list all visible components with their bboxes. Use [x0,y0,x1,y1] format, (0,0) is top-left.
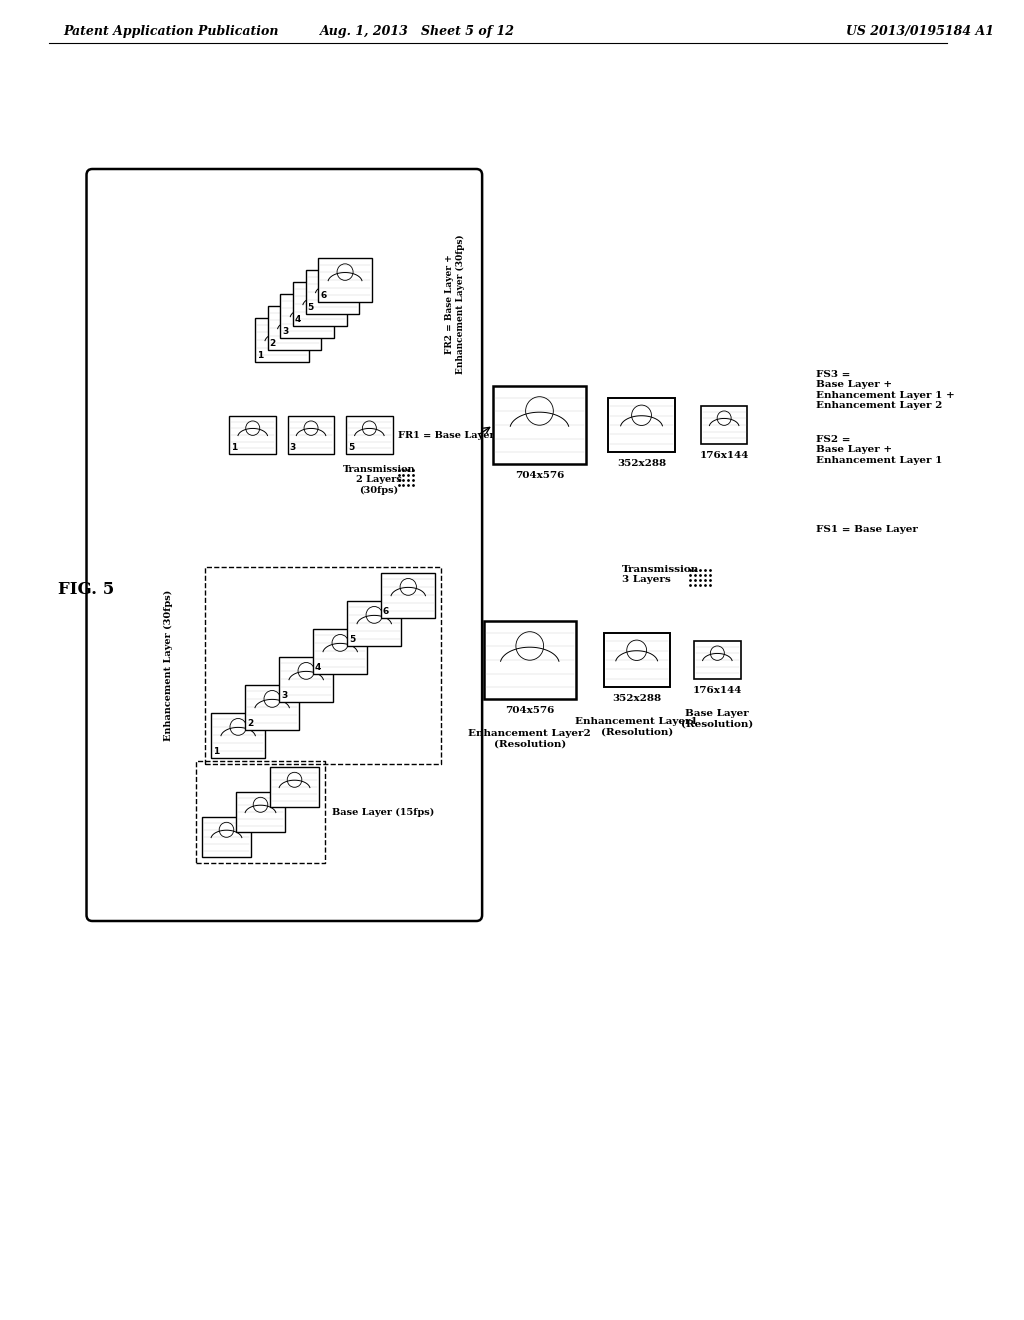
Text: FIG. 5: FIG. 5 [58,582,115,598]
Text: 2: 2 [269,339,276,348]
Bar [255,318,308,362]
FancyBboxPatch shape [86,169,482,921]
Text: 176x144: 176x144 [692,686,742,696]
Text: 5: 5 [307,304,314,312]
Text: 176x144: 176x144 [699,451,749,459]
Bar [306,271,359,314]
Text: Transmission
3 Layers: Transmission 3 Layers [623,565,699,585]
Bar [268,306,322,350]
Text: Enhancement Layer2
(Resolution): Enhancement Layer2 (Resolution) [468,729,591,748]
Text: 1: 1 [231,444,238,451]
Text: Enhancement Layer1
(Resolution): Enhancement Layer1 (Resolution) [575,717,698,737]
Text: Base Layer (15fps): Base Layer (15fps) [333,808,434,817]
Text: Enhancement Layer (30fps): Enhancement Layer (30fps) [164,589,173,741]
Text: 6: 6 [321,290,327,300]
Text: 3: 3 [283,327,289,337]
Bar [313,628,368,673]
Text: FS3 =
Base Layer +
Enhancement Layer 1 +
Enhancement Layer 2: FS3 = Base Layer + Enhancement Layer 1 +… [816,370,955,411]
Text: Base Layer
(Resolution): Base Layer (Resolution) [681,709,754,729]
Text: Transmission
2 Layers
(30fps): Transmission 2 Layers (30fps) [343,465,416,495]
Bar [700,407,748,444]
Bar [202,817,251,857]
Bar [279,656,334,701]
Text: 1: 1 [257,351,263,360]
Bar [281,294,334,338]
Text: 1: 1 [213,747,219,755]
Text: 5: 5 [348,444,354,451]
Bar [347,601,401,645]
Text: 704x576: 704x576 [505,706,554,715]
Bar [318,257,372,302]
Bar [211,713,265,758]
Text: 3: 3 [290,444,296,451]
Bar [346,416,392,454]
Text: FS2 =
Base Layer +
Enhancement Layer 1: FS2 = Base Layer + Enhancement Layer 1 [816,436,943,465]
Bar [494,385,586,465]
Text: 5: 5 [349,635,355,644]
Bar [237,792,285,832]
Text: FR1 = Base Layer (15fps): FR1 = Base Layer (15fps) [397,430,537,440]
Text: 352x288: 352x288 [612,694,662,704]
Bar [229,416,276,454]
Bar [293,282,346,326]
Bar [270,767,318,807]
Bar [608,399,675,451]
Text: 2: 2 [247,718,253,727]
Text: 704x576: 704x576 [515,471,564,480]
Text: FS1 = Base Layer: FS1 = Base Layer [816,525,919,535]
Bar [245,685,299,730]
Bar [288,416,335,454]
Text: 4: 4 [295,315,301,323]
Text: 3: 3 [281,690,287,700]
Text: US 2013/0195184 A1: US 2013/0195184 A1 [846,25,993,38]
Text: FR2 = Base Layer +
Enhancement Layer (30fps): FR2 = Base Layer + Enhancement Layer (30… [445,234,465,374]
Text: Aug. 1, 2013   Sheet 5 of 12: Aug. 1, 2013 Sheet 5 of 12 [321,25,515,38]
Bar [381,573,435,618]
Text: 4: 4 [315,663,322,672]
Bar [483,620,575,700]
Bar [603,634,670,686]
Text: 352x288: 352x288 [617,459,666,469]
Bar [694,642,740,678]
Text: 6: 6 [383,606,389,615]
Text: Patent Application Publication: Patent Application Publication [63,25,279,38]
